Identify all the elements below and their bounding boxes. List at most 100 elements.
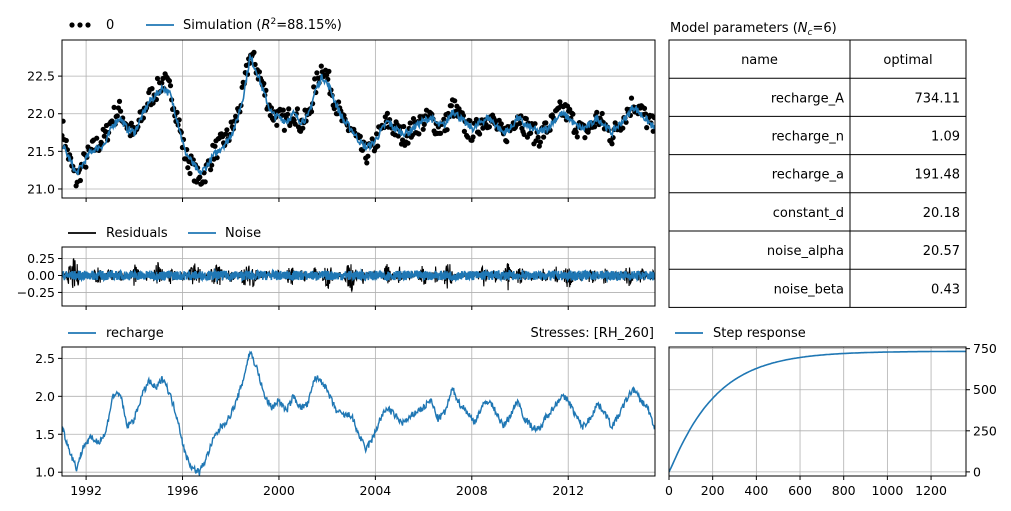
observed-point <box>314 70 320 76</box>
plot-area <box>62 350 655 476</box>
observed-point <box>252 61 258 68</box>
observed-point <box>281 127 287 133</box>
observed-point <box>326 68 332 74</box>
observed-point <box>336 99 342 105</box>
observed-point <box>395 133 401 139</box>
observed-point <box>111 104 117 110</box>
x-tick-label: 1200 <box>915 483 947 498</box>
table-cell-value: 1.09 <box>931 130 960 145</box>
observed-point <box>477 131 483 137</box>
x-tick-label: 2004 <box>359 483 391 498</box>
plot-area <box>62 258 655 294</box>
simulation-line <box>62 53 655 176</box>
observed-point <box>623 119 629 125</box>
observed-point <box>651 115 655 121</box>
observed-point <box>628 95 635 101</box>
table-cell-value: 20.57 <box>923 244 960 259</box>
observed-point <box>504 139 510 145</box>
fit-legend: 0 Simulation (R2=88.15%) <box>69 17 342 33</box>
observed-point <box>83 164 89 170</box>
legend-observed-marker <box>69 22 75 28</box>
table-cell-value: 0.43 <box>931 282 960 297</box>
x-tick-label: 1000 <box>871 483 903 498</box>
y-tick-label: 0.00 <box>27 268 55 283</box>
observed-point <box>365 153 371 159</box>
x-tick-label: 2012 <box>552 483 584 498</box>
observed-point <box>486 124 492 130</box>
observed-point <box>286 106 292 112</box>
observed-point <box>523 116 529 122</box>
observed-point <box>212 143 218 149</box>
observed-point <box>416 131 422 137</box>
observed-point <box>557 99 563 105</box>
axes-frame <box>61 346 656 477</box>
y-tick-label: 1.5 <box>35 427 55 442</box>
fit-panel: 21.0 21.5 22.0 22.5 <box>27 39 656 202</box>
observed-point <box>274 122 280 128</box>
observed-point <box>498 121 504 127</box>
y-tick-label: 22.5 <box>27 69 55 84</box>
observed-point <box>444 127 450 133</box>
observed-point <box>410 116 417 122</box>
observed-point <box>421 121 427 127</box>
observed-point <box>285 111 291 117</box>
y-tick-label: 1.0 <box>35 465 55 480</box>
observed-point <box>467 118 473 124</box>
y-tick-label: −0.25 <box>17 285 55 300</box>
table-cell-name: constant_d <box>773 206 844 221</box>
observed-point <box>543 120 549 126</box>
legend-step-label: Step response <box>713 326 806 341</box>
observed-point <box>470 134 476 140</box>
observed-point <box>570 111 576 117</box>
observed-point <box>574 134 580 140</box>
observed-point <box>582 135 588 141</box>
legend-recharge-label: recharge <box>106 326 164 341</box>
y-tick-label: 750 <box>973 341 997 356</box>
observed-point <box>401 123 407 130</box>
observed-point <box>452 98 458 104</box>
observed-point <box>461 128 467 134</box>
table-header-cell: optimal <box>883 53 932 68</box>
observed-point <box>291 117 297 123</box>
observed-point <box>233 113 239 119</box>
plot-area <box>62 49 655 189</box>
observed-point <box>644 125 650 131</box>
observed-point <box>643 111 649 117</box>
observed-point <box>223 131 229 137</box>
observed-point <box>592 124 598 130</box>
legend-observed-marker <box>85 22 91 28</box>
observed-point <box>166 78 172 84</box>
y-tick-label: 0.25 <box>27 251 55 266</box>
observed-point <box>159 80 165 86</box>
residuals-panel: 0.25 0.00 −0.25 <box>17 246 656 310</box>
table-cell-name: recharge_a <box>772 168 844 183</box>
observed-point <box>438 130 444 136</box>
observed-point <box>149 86 155 92</box>
observed-point <box>251 49 257 56</box>
observed-point <box>62 133 65 139</box>
observed-point <box>63 137 69 144</box>
observed-point <box>188 153 194 159</box>
observed-point <box>480 125 486 131</box>
observed-point <box>224 127 230 133</box>
y-tick-label: 21.0 <box>27 181 55 196</box>
observed-point <box>650 128 655 134</box>
observed-point <box>405 140 411 146</box>
table-cell-name: noise_alpha <box>767 244 844 259</box>
parameters-table: name optimal recharge_A 734.11 recharge_n 1.0… <box>668 39 967 308</box>
observed-point <box>567 106 573 112</box>
observed-point <box>537 139 544 145</box>
observed-point <box>209 162 215 168</box>
observed-point <box>528 130 534 136</box>
step-response-panel: 0 200 400 600 800 1000 1200 0 250 500 750 <box>665 341 997 498</box>
axes-frame <box>61 246 656 307</box>
observed-point <box>62 118 66 124</box>
observed-point <box>311 84 317 90</box>
observed-point <box>154 75 161 82</box>
observed-point <box>94 135 100 141</box>
observed-point <box>448 103 454 109</box>
observed-point <box>118 108 124 114</box>
observed-point <box>610 135 616 141</box>
observed-point <box>150 100 156 106</box>
observed-point <box>517 120 523 126</box>
